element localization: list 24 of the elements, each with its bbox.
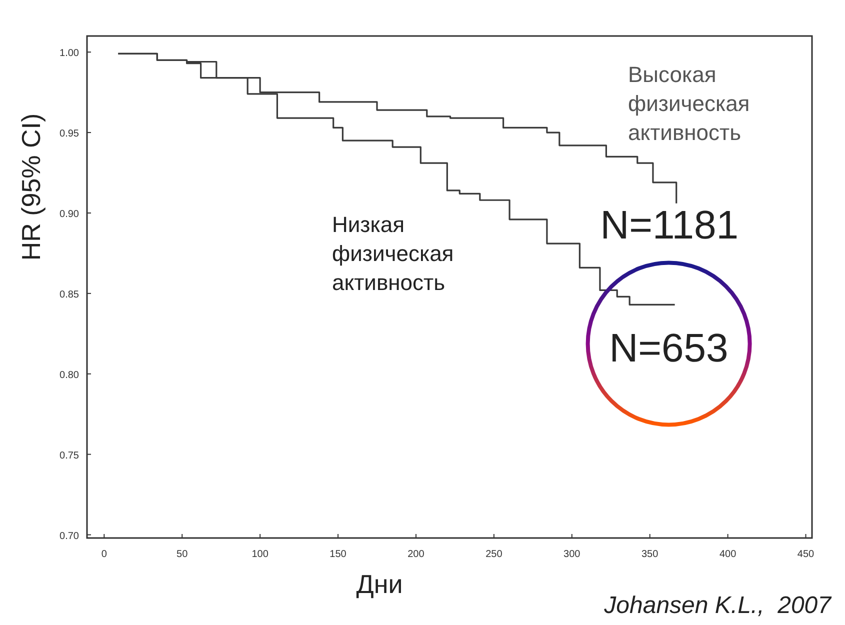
- y-tick-label: 0.75: [60, 450, 80, 462]
- x-tick-label: 400: [719, 549, 737, 560]
- y-tick-label: 1.00: [60, 48, 80, 60]
- x-tick-label: 250: [486, 549, 503, 560]
- annotation: N=1181: [600, 203, 738, 248]
- y-tick-label: 0.85: [60, 289, 80, 300]
- y-tick-label: 0.90: [60, 208, 80, 220]
- y-tick-label: 0.95: [60, 128, 80, 140]
- y-tick-label: 0.70: [60, 530, 80, 542]
- x-tick-label: 300: [564, 549, 581, 560]
- x-tick-label: 100: [252, 549, 269, 560]
- y-axis-title: HR (95% CI): [16, 113, 46, 261]
- x-axis-title: Дни: [356, 569, 403, 599]
- series-label: Высокая физическая активность: [628, 62, 750, 145]
- series-label: Низкая физическая активность: [332, 212, 454, 295]
- x-tick-label: 450: [797, 549, 815, 560]
- x-tick-label: 50: [176, 549, 188, 560]
- text: Johansen K.L., 2007: [603, 592, 833, 619]
- x-tick-label: 0: [101, 549, 108, 560]
- annotation: N=653: [609, 326, 728, 371]
- x-tick-label: 350: [642, 549, 659, 560]
- y-tick-label: 0.80: [60, 370, 80, 381]
- x-tick-label: 200: [408, 549, 425, 560]
- x-tick-label: 150: [330, 549, 347, 560]
